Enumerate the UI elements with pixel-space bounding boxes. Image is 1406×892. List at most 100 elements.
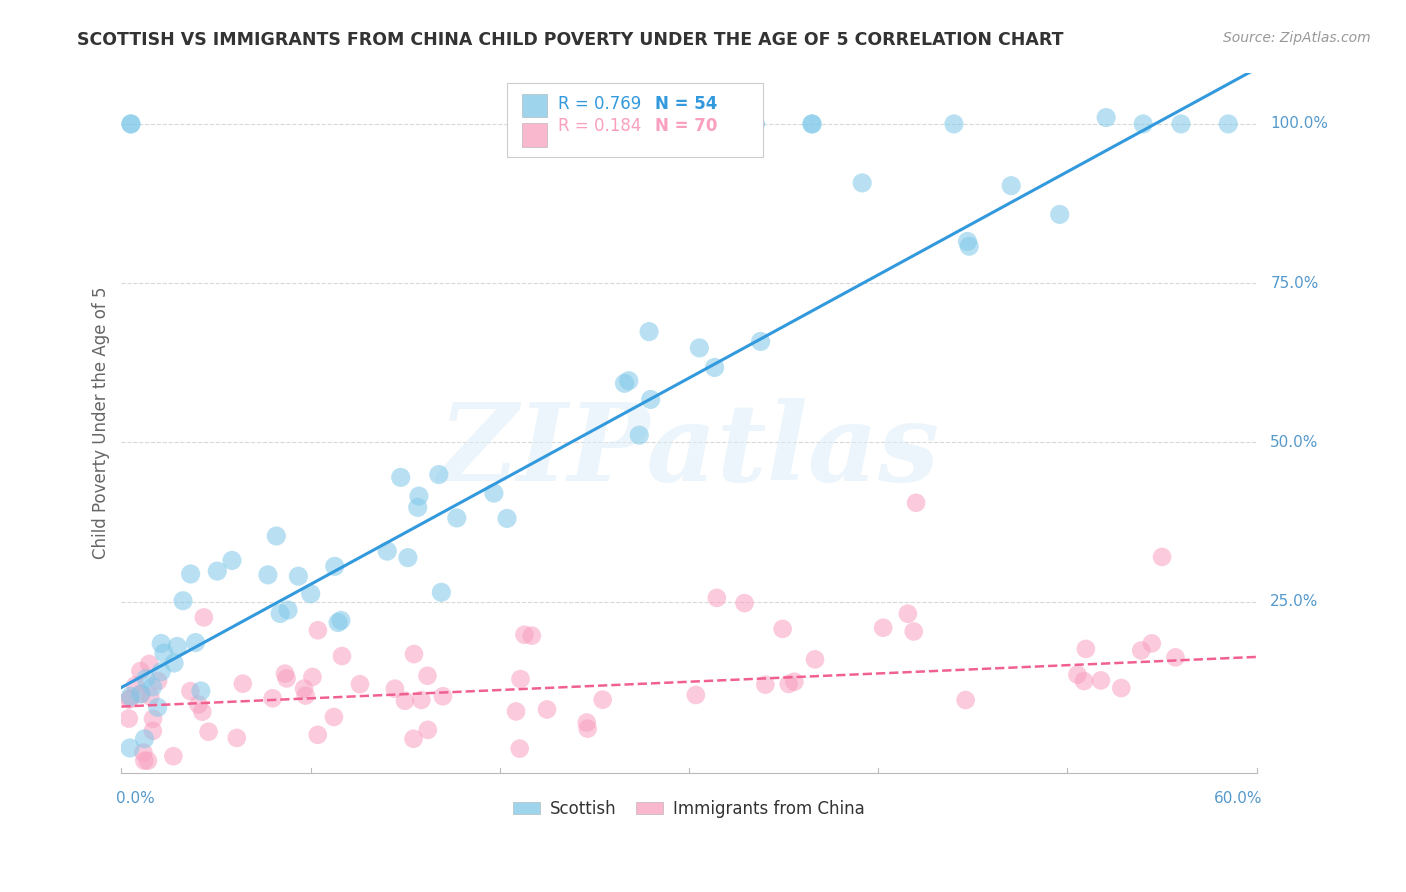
Point (221, 553, 243, 567)
Text: R = 0.769: R = 0.769 (558, 95, 641, 113)
Point (446, 511, 468, 525)
Point (184, 635, 207, 649)
Point (190, 684, 212, 698)
Point (132, 746, 155, 760)
Point (688, 341, 710, 355)
Point (575, 715, 598, 730)
Point (180, 566, 202, 581)
Point (613, 376, 636, 391)
Point (375, 544, 398, 558)
Text: R = 0.184: R = 0.184 (558, 117, 643, 135)
Point (329, 614, 352, 628)
Point (801, 117, 824, 131)
Point (432, 690, 454, 704)
Text: Source: ZipAtlas.com: Source: ZipAtlas.com (1223, 31, 1371, 45)
Point (754, 678, 776, 692)
Point (307, 624, 329, 638)
Point (150, 665, 173, 679)
Point (269, 607, 291, 621)
Point (416, 669, 439, 683)
Point (287, 569, 309, 583)
Point (225, 731, 247, 745)
Y-axis label: Child Poverty Under the Age of 5: Child Poverty Under the Age of 5 (93, 287, 110, 559)
Point (1140, 636, 1163, 650)
Point (266, 529, 288, 543)
Point (592, 692, 614, 706)
Point (957, 239, 980, 253)
Point (905, 496, 928, 510)
Point (179, 684, 201, 698)
Legend: Scottish, Immigrants from China: Scottish, Immigrants from China (506, 793, 872, 824)
Point (193, 610, 215, 624)
Point (349, 677, 371, 691)
Point (897, 607, 920, 621)
Point (496, 511, 519, 525)
Point (207, 564, 229, 578)
Point (851, 176, 873, 190)
Point (146, 700, 169, 714)
Point (153, 646, 176, 660)
Point (513, 628, 536, 642)
Point (1218, 117, 1240, 131)
Point (139, 690, 162, 704)
Point (638, 325, 661, 339)
Point (1132, 117, 1154, 131)
Point (1066, 667, 1088, 681)
Point (129, 687, 152, 701)
Point (1049, 207, 1071, 221)
Point (703, 360, 725, 375)
Point (783, 674, 806, 689)
Point (628, 428, 651, 442)
Point (134, 731, 156, 746)
Point (482, 486, 505, 500)
Point (323, 559, 346, 574)
Point (120, 690, 142, 704)
Point (1109, 681, 1132, 695)
Point (509, 672, 531, 686)
Point (120, 117, 142, 131)
Point (135, 672, 157, 686)
FancyBboxPatch shape (522, 123, 547, 146)
Point (136, 754, 159, 768)
Point (292, 681, 315, 696)
Point (1000, 178, 1022, 193)
Text: 0.0%: 0.0% (115, 791, 155, 806)
Text: ZIPatlas: ZIPatlas (439, 398, 939, 504)
Text: N = 54: N = 54 (655, 95, 717, 113)
Point (146, 674, 169, 689)
Point (394, 694, 416, 708)
Point (406, 500, 429, 515)
Point (166, 640, 188, 654)
Point (411, 693, 433, 707)
Point (617, 374, 640, 388)
Point (277, 603, 299, 617)
Point (804, 652, 827, 666)
Point (330, 648, 353, 663)
Text: 60.0%: 60.0% (1213, 791, 1263, 806)
Point (536, 702, 558, 716)
Point (402, 731, 425, 746)
Point (1073, 673, 1095, 688)
Point (120, 691, 142, 706)
Point (505, 705, 527, 719)
Text: SCOTTISH VS IMMIGRANTS FROM CHINA CHILD POVERTY UNDER THE AGE OF 5 CORRELATION C: SCOTTISH VS IMMIGRANTS FROM CHINA CHILD … (77, 31, 1064, 49)
Point (232, 676, 254, 690)
Point (427, 467, 450, 482)
Point (778, 677, 800, 691)
Point (134, 754, 156, 768)
Point (389, 470, 412, 484)
Point (956, 235, 979, 249)
Point (872, 621, 894, 635)
Point (744, 117, 766, 131)
FancyBboxPatch shape (508, 84, 763, 157)
Text: 50.0%: 50.0% (1270, 434, 1319, 450)
Point (197, 724, 219, 739)
Point (402, 647, 425, 661)
Point (150, 636, 173, 650)
Text: 100.0%: 100.0% (1270, 117, 1329, 131)
Point (322, 710, 344, 724)
Point (187, 698, 209, 712)
Point (416, 723, 439, 737)
Point (118, 741, 141, 756)
Point (257, 567, 280, 582)
